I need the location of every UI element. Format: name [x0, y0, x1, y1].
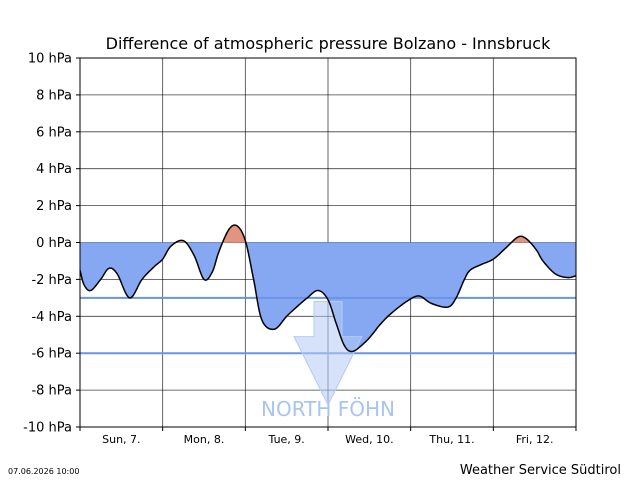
x-day-label: Fri, 12. [516, 433, 554, 446]
arrow-down-icon [293, 301, 363, 406]
y-tick-label: 4 hPa [36, 162, 72, 177]
y-tick-label: 6 hPa [36, 125, 72, 140]
north-foehn-arrow: NORTH FÖHN [261, 301, 395, 421]
pressure-series-line [79, 224, 577, 353]
y-axis-ticks: 10 hPa 8 hPa 6 hPa 4 hPa 2 hPa 0 hPa -2 hPa -4 … [23, 52, 80, 436]
y-tick-label: -4 hPa [31, 310, 72, 325]
y-tick-label: 10 hPa [28, 52, 72, 67]
pressure-line [79, 224, 577, 353]
north-foehn-label: NORTH FÖHN [261, 397, 395, 421]
y-tick-label: -8 hPa [31, 384, 72, 399]
x-day-label: Tue, 9. [268, 433, 305, 446]
x-day-label: Thu, 11. [428, 433, 474, 446]
chart-title: Difference of atmospheric pressure Bolza… [106, 34, 551, 53]
x-day-label: Wed, 10. [345, 433, 393, 446]
x-axis-ticks: Sun, 7. Mon, 8. Tue, 9. Wed, 10. Thu, 11. Fri… [79, 427, 577, 446]
source-credit: Weather Service Südtirol [459, 463, 621, 478]
y-tick-label: 2 hPa [36, 199, 72, 214]
y-tick-label: 8 hPa [36, 88, 72, 103]
x-day-label: Mon, 8. [184, 433, 225, 446]
x-day-label: Sun, 7. [102, 433, 140, 446]
positive-area [80, 225, 576, 243]
y-tick-label: -2 hPa [31, 273, 72, 288]
timestamp: 07.06.2026 10:00 [8, 467, 80, 476]
y-tick-label: -6 hPa [31, 347, 72, 362]
y-tick-label: -10 hPa [23, 421, 72, 436]
y-tick-label: 0 hPa [36, 236, 72, 251]
